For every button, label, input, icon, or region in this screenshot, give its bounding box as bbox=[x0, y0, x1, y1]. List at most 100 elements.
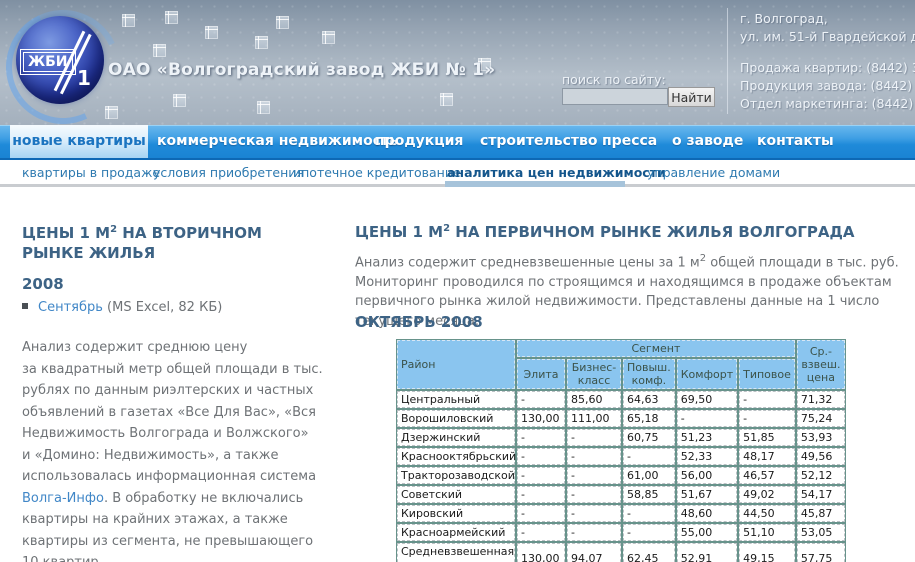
primary-market-paragraph: Анализ содержит средневзвешенные цены за… bbox=[355, 249, 911, 331]
table-header-row: Район Сегмент Ср.-взвеш. цена bbox=[397, 340, 845, 389]
table-row: Советский - - 58,85 51,67 49,02 54,17 bbox=[397, 486, 845, 503]
price-cell: - bbox=[517, 429, 565, 446]
price-cell: 65,18 bbox=[623, 410, 675, 427]
price-cell: 52,33 bbox=[676, 448, 738, 465]
contact-street: ул. им. 51-й Гвардейской диви bbox=[740, 29, 915, 44]
page-title: ОАО «Волгоградский завод ЖБИ № 1» bbox=[108, 60, 496, 80]
window-decor-icon bbox=[440, 93, 453, 106]
nav-tab-construction[interactable]: строительство bbox=[480, 133, 598, 149]
subnav-flats-for-sale[interactable]: квартиры в продаже bbox=[22, 165, 161, 180]
column-header-elite: Элита bbox=[517, 359, 565, 389]
nav-tab-press[interactable]: пресса bbox=[602, 133, 658, 149]
table-row: Дзержинский - - 60,75 51,23 51,85 53,93 bbox=[397, 429, 845, 446]
column-header-improved: Повыш. комф. bbox=[623, 359, 675, 389]
price-cell: 94,07 bbox=[567, 543, 621, 562]
list-bullet-icon bbox=[22, 303, 28, 309]
region-cell: Ворошиловский bbox=[397, 410, 515, 427]
window-decor-icon bbox=[165, 11, 178, 24]
region-cell: Краснооктябрьский bbox=[397, 448, 516, 465]
table-row: Ворошиловский 130,00 111,00 65,18 - - 75… bbox=[397, 410, 845, 427]
logo-sphere-icon bbox=[16, 16, 104, 104]
header-divider bbox=[727, 8, 728, 114]
table-row: Кировский - - - 48,60 44,50 45,87 bbox=[397, 505, 845, 522]
price-cell: 49,15 bbox=[739, 543, 795, 562]
nav-tab-new-flats[interactable]: новые квартиры bbox=[10, 125, 148, 158]
paragraph-text: Анализ содержит среднюю цену за квадратн… bbox=[22, 340, 323, 484]
price-cell: 46,57 bbox=[739, 467, 795, 484]
window-decor-icon bbox=[153, 44, 166, 57]
contact-phone-products: Продукция завода: (8442) 30-2 bbox=[740, 78, 915, 93]
window-decor-icon bbox=[257, 101, 270, 114]
contact-phone-marketing: Отдел маркетинга: (8442) 35-1 bbox=[740, 96, 915, 111]
subnav-active-underline bbox=[445, 181, 625, 187]
file-meta: (MS Excel, 82 КБ) bbox=[102, 300, 223, 315]
year-heading: 2008 bbox=[22, 275, 64, 293]
region-cell: Центральный bbox=[397, 391, 515, 408]
subnav-mortgage[interactable]: ипотечное кредитование bbox=[293, 165, 461, 180]
column-header-comfort: Комфорт bbox=[676, 359, 738, 389]
table-row: Краснооктябрьский - - - 52,33 48,17 49,5… bbox=[397, 448, 845, 465]
contact-info: г. Волгоград, ул. им. 51-й Гвардейской д… bbox=[740, 10, 915, 113]
subnav-purchase-terms[interactable]: условия приобретения bbox=[153, 165, 304, 180]
price-cell: 49,02 bbox=[739, 486, 795, 503]
price-cell: - bbox=[676, 410, 738, 427]
secondary-market-paragraph: Анализ содержит среднюю цену за квадратн… bbox=[22, 337, 337, 562]
window-decor-icon bbox=[276, 16, 289, 29]
price-cell: 48,17 bbox=[739, 448, 795, 465]
price-cell: 44,50 bbox=[739, 505, 795, 522]
price-cell: 56,00 bbox=[676, 467, 738, 484]
nav-tab-products[interactable]: продукция bbox=[375, 133, 464, 149]
table-row: Красноармейский - - - 55,00 51,10 53,05 bbox=[397, 524, 845, 541]
nav-tab-about[interactable]: о заводе bbox=[672, 133, 744, 149]
search-input[interactable] bbox=[562, 88, 668, 105]
nav-tab-commercial[interactable]: коммерческая недвижимость bbox=[157, 133, 398, 149]
price-cell: - bbox=[517, 524, 565, 541]
table-row: Средневзвешенная цена по городу 130,00 9… bbox=[397, 543, 845, 562]
window-decor-icon bbox=[105, 106, 118, 119]
price-cell: - bbox=[739, 410, 795, 427]
price-cell: 130,00 bbox=[517, 543, 565, 562]
heading-text: НА ПЕРВИЧНОМ РЫНКЕ ЖИЛЬЯ ВОЛГОГРАДА bbox=[450, 223, 855, 241]
price-cell: 52,12 bbox=[796, 467, 845, 484]
price-cell: 55,00 bbox=[676, 524, 738, 541]
column-header-segment: Сегмент bbox=[517, 340, 795, 357]
contact-phone-sales: Продажа квартир: (8442) 39-5 bbox=[740, 60, 915, 75]
subnav-price-analytics[interactable]: аналитика цен недвижимости bbox=[447, 165, 666, 180]
price-cell: 71,32 bbox=[796, 391, 845, 408]
primary-market-heading: ЦЕНЫ 1 М2 НА ПЕРВИЧНОМ РЫНКЕ ЖИЛЬЯ ВОЛГО… bbox=[355, 223, 911, 241]
column-header-business: Бизнес-класс bbox=[567, 359, 621, 389]
table-row: Тракторозаводской - - 61,00 56,00 46,57 … bbox=[397, 467, 845, 484]
volga-info-link[interactable]: Волга-Инфо bbox=[22, 490, 104, 506]
paragraph-text: общей площади в тыс. руб. Мониторинг про… bbox=[355, 255, 899, 329]
company-logo[interactable]: ЖБИ 1 bbox=[0, 0, 137, 141]
price-cell: 62,45 bbox=[623, 543, 675, 562]
price-cell: 51,10 bbox=[739, 524, 795, 541]
price-cell: - bbox=[567, 486, 621, 503]
september-file-link[interactable]: Сентябрь bbox=[38, 300, 103, 315]
column-header-typical: Типовое bbox=[739, 359, 795, 389]
price-cell: 45,87 bbox=[796, 505, 845, 522]
column-header-region: Район bbox=[397, 340, 515, 389]
price-cell: - bbox=[567, 524, 621, 541]
window-decor-icon bbox=[322, 31, 335, 44]
heading-text: ЦЕНЫ 1 М bbox=[355, 223, 444, 241]
subnav-house-management[interactable]: управление домами bbox=[647, 165, 781, 180]
price-cell: - bbox=[567, 448, 621, 465]
heading-text: ЦЕНЫ 1 М bbox=[22, 224, 111, 242]
paragraph-text: . В обработку не включались квартиры на … bbox=[22, 490, 314, 562]
price-cell: - bbox=[517, 467, 565, 484]
price-cell: - bbox=[517, 391, 565, 408]
price-cell: 57,75 bbox=[796, 543, 845, 562]
search-button[interactable]: Найти bbox=[668, 87, 715, 107]
price-cell: - bbox=[517, 505, 565, 522]
logo-text: ЖБИ bbox=[20, 49, 76, 75]
table-row: Центральный - 85,60 64,63 69,50 - 71,32 bbox=[397, 391, 845, 408]
column-header-avg: Ср.-взвеш. цена bbox=[796, 340, 845, 389]
price-cell: - bbox=[567, 467, 621, 484]
nav-tab-contacts[interactable]: контакты bbox=[757, 133, 834, 149]
site-header: ЖБИ 1 ОАО «Волгоградский завод ЖБИ № 1» … bbox=[0, 0, 915, 141]
paragraph-sup: 2 bbox=[699, 253, 707, 264]
window-decor-icon bbox=[122, 14, 135, 27]
region-cell: Тракторозаводской bbox=[397, 467, 515, 484]
